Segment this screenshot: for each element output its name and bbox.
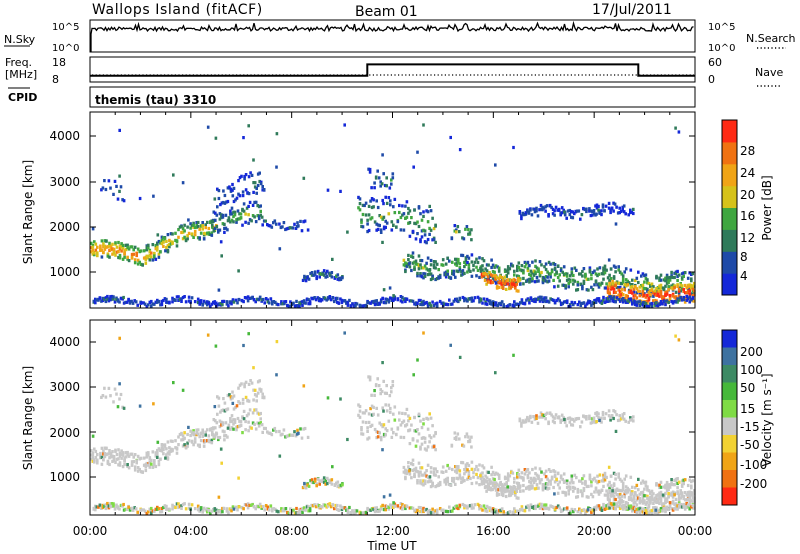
- noise-left-tick-bottom: 10^0: [52, 43, 79, 54]
- freq-label-line2: [MHz]: [5, 68, 37, 81]
- frequency-trace: [90, 63, 695, 77]
- velocity-yticks: [90, 341, 695, 478]
- nave-label: Nave: [755, 66, 783, 79]
- power-colorbar-tick-16: 16: [740, 209, 755, 223]
- freq-label-line1: Freq.: [5, 56, 32, 69]
- power-colorbar-band: [722, 141, 737, 165]
- freq-right-tick-top: 60: [708, 56, 722, 69]
- velocity-range-tick-2000: 2000: [49, 426, 80, 440]
- velocity-colorbar-tick-minus100: -100: [740, 458, 767, 472]
- power-colorbar-tick-28: 28: [740, 144, 755, 158]
- noise-trace: [90, 20, 694, 52]
- beam-title: Beam 01: [355, 4, 418, 20]
- freq-left-tick-bottom: 8: [52, 73, 59, 86]
- velocity-colorbar-tick-200: 200: [740, 345, 763, 359]
- time-axis-ticks: [89, 112, 696, 515]
- time-tick-5: 20:00: [577, 524, 612, 538]
- velocity-range-tick-1000: 1000: [49, 470, 80, 484]
- power-colorbar: [722, 120, 737, 296]
- cpid-text: themis (tau) 3310: [95, 93, 216, 107]
- velocity-range-tick-4000: 4000: [49, 335, 80, 349]
- power-yticks: [90, 135, 695, 273]
- noise-right-tick-top: 10^5: [708, 22, 735, 33]
- velocity-range-axis-label: Slant Range [km]: [21, 366, 35, 470]
- power-range-tick-1000: 1000: [49, 265, 80, 279]
- velocity-colorbar-band: [722, 435, 737, 453]
- cpid-label: CPID: [8, 91, 37, 104]
- power-colorbar-band: [722, 185, 737, 208]
- velocity-colorbar-tick-minus200: -200: [740, 477, 767, 491]
- power-range-tick-4000: 4000: [49, 129, 80, 143]
- station-title: Wallops Island (fitACF): [92, 2, 263, 18]
- power-colorbar-tick-4: 4: [740, 269, 748, 283]
- noise-left-tick-top: 10^5: [52, 22, 79, 33]
- velocity-colorbar-tick-50: 50: [740, 381, 755, 395]
- velocity-colorbar-band: [722, 452, 737, 471]
- velocity-colorbar-band: [722, 417, 737, 436]
- velocity-colorbar-band: [722, 365, 737, 383]
- power-colorbar-band: [722, 273, 737, 296]
- power-colorbar-frame: [721, 119, 738, 296]
- time-tick-1: 04:00: [174, 524, 209, 538]
- velocity-scatter: [90, 331, 696, 516]
- velocity-colorbar-band: [722, 487, 737, 506]
- date-title: 17/Jul/2011: [592, 2, 672, 18]
- time-tick-0: 00:00: [73, 524, 108, 538]
- power-colorbar-label: Power [dB]: [760, 175, 774, 240]
- power-range-axis-label: Slant Range [km]: [21, 160, 35, 264]
- velocity-colorbar-tick-minus50: -50: [740, 438, 760, 452]
- power-colorbar-tick-12: 12: [740, 231, 755, 245]
- velocity-colorbar-tick-100: 100: [740, 363, 763, 377]
- velocity-colorbar-tick-minus15: -15: [740, 420, 760, 434]
- power-colorbar-band: [722, 251, 737, 274]
- velocity-colorbar-frame: [721, 329, 738, 506]
- power-colorbar-band: [722, 229, 737, 252]
- velocity-colorbar-band: [722, 470, 737, 488]
- time-tick-6: 00:00: [678, 524, 713, 538]
- velocity-colorbar-band: [722, 400, 737, 418]
- velocity-colorbar-band: [722, 382, 737, 401]
- power-range-tick-2000: 2000: [49, 220, 80, 234]
- velocity-colorbar-band: [722, 347, 737, 366]
- freq-right-tick-bottom: 0: [708, 73, 715, 86]
- time-tick-2: 08:00: [274, 524, 309, 538]
- velocity-colorbar: [722, 330, 737, 506]
- power-colorbar-band: [722, 120, 737, 143]
- velocity-range-tick-3000: 3000: [49, 380, 80, 394]
- velocity-colorbar-tick-15: 15: [740, 402, 755, 416]
- noise-left-label: N.Sky: [4, 33, 36, 46]
- noise-sky-line: [90, 20, 694, 52]
- noise-panel-frame: [89, 19, 696, 53]
- time-axis-label: Time UT: [366, 539, 417, 553]
- velocity-colorbar-label: Velocity [m s⁻¹]: [760, 373, 774, 466]
- power-colorbar-tick-20: 20: [740, 188, 755, 202]
- power-colorbar-tick-24: 24: [740, 166, 755, 180]
- power-range-tick-3000: 3000: [49, 175, 80, 189]
- cpid-panel-frame: [89, 86, 696, 108]
- freq-left-tick-top: 18: [52, 56, 66, 69]
- power-colorbar-tick-8: 8: [740, 250, 748, 264]
- noise-right-tick-bottom: 10^0: [708, 43, 735, 54]
- velocity-colorbar-band: [722, 330, 737, 348]
- time-tick-4: 16:00: [476, 524, 511, 538]
- power-colorbar-band: [722, 207, 737, 230]
- power-scatter: [90, 123, 696, 309]
- noise-right-label: N.Search: [746, 32, 796, 45]
- power-colorbar-band: [722, 163, 737, 187]
- freq-panel-frame: [89, 56, 696, 83]
- time-tick-3: 12:00: [375, 524, 410, 538]
